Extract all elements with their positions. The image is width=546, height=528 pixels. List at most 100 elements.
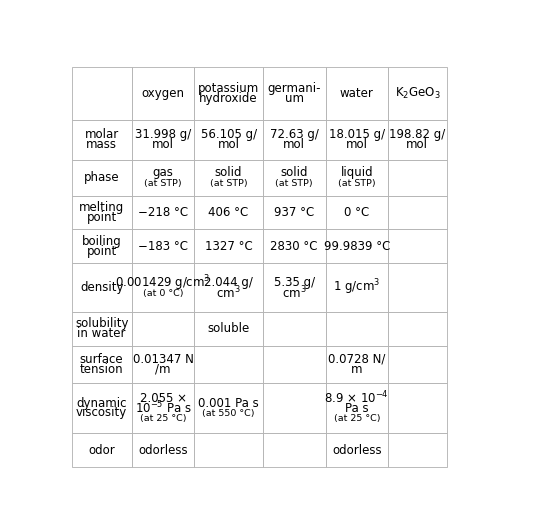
Bar [325,159,388,195]
Bar [263,195,325,229]
Bar [388,159,447,195]
Text: cm$^3$: cm$^3$ [216,284,241,301]
Bar [132,263,194,312]
Text: −218 °C: −218 °C [138,206,188,219]
Bar [72,263,132,312]
Bar [72,433,132,467]
Bar [263,346,325,383]
Bar [388,433,447,467]
Text: 2830 °C: 2830 °C [270,240,318,253]
Bar [72,120,132,159]
Text: 31.998 g/: 31.998 g/ [135,128,191,141]
Text: (at 0 °C): (at 0 °C) [143,289,183,298]
Bar [194,433,263,467]
Bar [194,67,263,120]
Bar [132,346,194,383]
Text: 0.001 Pa s: 0.001 Pa s [198,397,259,410]
Text: hydroxide: hydroxide [199,92,258,105]
Bar [325,195,388,229]
Bar [132,120,194,159]
Text: odorless: odorless [332,444,382,457]
Text: 5.35 g/: 5.35 g/ [274,276,315,289]
Bar [132,195,194,229]
Bar [263,159,325,195]
Bar [325,229,388,263]
Bar [263,120,325,159]
Text: liquid: liquid [341,166,373,180]
Text: 406 °C: 406 °C [209,206,249,219]
Text: 8.9 × 10$^{-4}$: 8.9 × 10$^{-4}$ [324,390,389,407]
Text: (at STP): (at STP) [275,178,313,187]
Text: (at STP): (at STP) [144,178,182,187]
Bar [388,229,447,263]
Bar [388,67,447,120]
Bar [194,312,263,346]
Text: 937 °C: 937 °C [274,206,314,219]
Bar [263,312,325,346]
Text: odor: odor [88,444,115,457]
Bar [325,67,388,120]
Bar [132,229,194,263]
Bar [263,433,325,467]
Text: surface: surface [80,353,123,366]
Text: phase: phase [84,171,120,184]
Text: molar: molar [85,128,119,141]
Text: density: density [80,281,123,294]
Text: solid: solid [281,166,308,180]
Bar [132,312,194,346]
Bar [132,67,194,120]
Bar [263,383,325,433]
Bar [325,312,388,346]
Bar [388,263,447,312]
Text: dynamic: dynamic [76,397,127,410]
Text: solid: solid [215,166,242,180]
Text: tension: tension [80,363,123,376]
Bar [325,263,388,312]
Text: melting: melting [79,201,124,214]
Text: soluble: soluble [207,323,250,335]
Text: mass: mass [86,138,117,151]
Text: um: um [284,92,304,105]
Text: 0.001429 g/cm$^3$: 0.001429 g/cm$^3$ [115,273,211,293]
Bar [72,67,132,120]
Bar [325,346,388,383]
Bar [388,195,447,229]
Text: −183 °C: −183 °C [138,240,188,253]
Text: gas: gas [152,166,174,180]
Bar [72,383,132,433]
Text: K$_2$GeO$_3$: K$_2$GeO$_3$ [395,86,440,101]
Bar [194,263,263,312]
Bar [194,159,263,195]
Text: 2.055 ×: 2.055 × [140,392,187,405]
Text: cm$^3$: cm$^3$ [282,284,306,301]
Text: point: point [87,211,117,224]
Text: (at 550 °C): (at 550 °C) [203,409,255,418]
Bar [325,433,388,467]
Text: /m: /m [155,363,171,376]
Bar [263,229,325,263]
Bar [388,312,447,346]
Text: point: point [87,245,117,258]
Bar [194,120,263,159]
Bar [194,229,263,263]
Text: m: m [351,363,363,376]
Bar [132,433,194,467]
Bar [72,195,132,229]
Bar [325,120,388,159]
Bar [388,383,447,433]
Text: 18.015 g/: 18.015 g/ [329,128,385,141]
Text: potassium: potassium [198,82,259,95]
Text: (at 25 °C): (at 25 °C) [334,414,380,423]
Text: 0.0728 N/: 0.0728 N/ [328,353,385,366]
Text: viscosity: viscosity [76,407,127,419]
Text: mol: mol [283,138,305,151]
Text: 10$^{-5}$ Pa s: 10$^{-5}$ Pa s [135,400,192,417]
Text: 0.01347 N: 0.01347 N [133,353,193,366]
Text: mol: mol [152,138,174,151]
Text: 0 °C: 0 °C [344,206,370,219]
Text: 198.82 g/: 198.82 g/ [389,128,446,141]
Text: solubility: solubility [75,317,128,331]
Bar [194,195,263,229]
Text: germani-: germani- [268,82,321,95]
Text: 56.105 g/: 56.105 g/ [200,128,257,141]
